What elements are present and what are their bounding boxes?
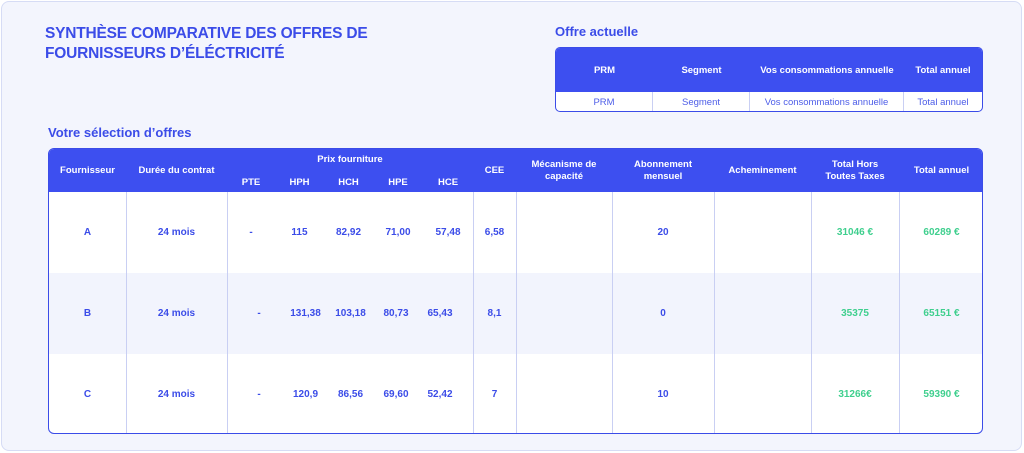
cell-pte: - <box>257 308 261 319</box>
cell-total-ht: 31046 € <box>836 227 874 238</box>
cell-cee: 8,1 <box>487 308 502 319</box>
current-offer-table: PRM Segment Vos consommations annuelle T… <box>555 47 983 112</box>
header-cee: CEE <box>484 164 505 176</box>
cell-hpe: 71,00 <box>385 227 411 238</box>
header-supply-price: Prix fourniture <box>317 154 383 165</box>
header-supplier: Fournisseur <box>60 164 115 176</box>
cell-total-annual: 65151 € <box>923 308 960 319</box>
cell-hch: 82,92 <box>335 227 362 238</box>
cell-total-ht: 35375 <box>841 308 869 319</box>
cell-routing <box>714 354 811 433</box>
cell-total: Total annuel <box>917 96 969 108</box>
header-total: Total annuel <box>915 64 971 76</box>
cell-hph: 131,38 <box>290 308 321 319</box>
cell-routing <box>714 192 811 273</box>
header-duration: Durée du contrat <box>138 164 215 176</box>
cell-total-annual: 60289 € <box>923 227 960 238</box>
selection-heading: Votre sélection d’offres <box>48 125 192 140</box>
cell-total-ht: 31266€ <box>838 389 872 400</box>
cell-subscription: 20 <box>657 227 669 238</box>
table-row: C 24 mois - 120,9 86,56 69,60 52,42 7 10… <box>49 354 982 433</box>
header-pte: PTE <box>241 177 261 188</box>
header-hpe: HPE <box>388 177 408 188</box>
cell-hce: 57,48 <box>435 227 461 238</box>
header-subscription: Abonnement mensuel <box>633 158 693 182</box>
cell-hph: 115 <box>291 227 308 238</box>
cell-consumption: Vos consommations annuelle <box>750 92 904 111</box>
header-total-annual: Total annuel <box>913 164 970 176</box>
current-offer-row: PRM Segment Vos consommations annuelle T… <box>556 92 982 111</box>
header-routing: Acheminement <box>728 164 797 176</box>
cell-hce: 65,43 <box>427 308 453 319</box>
cell-subscription: 10 <box>657 389 669 400</box>
cell-total-annual: 59390 € <box>923 389 960 400</box>
cell-hch: 103,18 <box>335 308 366 319</box>
header-capacity: Mécanisme de capacité <box>531 158 597 182</box>
cell-hpe: 69,60 <box>383 389 409 400</box>
cell-prm: PRM <box>556 92 653 111</box>
cell-capacity <box>516 192 612 273</box>
header-total-ht: Total Hors Toutes Taxes <box>825 158 885 182</box>
cell-hch: 86,56 <box>337 389 364 400</box>
cell-capacity <box>516 354 612 433</box>
header-segment: Segment <box>681 64 722 76</box>
selection-table: Fournisseur Durée du contrat Prix fourni… <box>48 148 983 434</box>
cell-hpe: 80,73 <box>383 308 409 319</box>
cell-cee: 7 <box>491 389 498 400</box>
current-offer-header-row: PRM Segment Vos consommations annuelle T… <box>556 48 982 92</box>
header-hch: HCH <box>338 177 359 188</box>
table-row: B 24 mois - 131,38 103,18 80,73 65,43 8,… <box>49 273 982 354</box>
cell-duration: 24 mois <box>157 227 196 238</box>
header-prm: PRM <box>593 64 616 76</box>
header-hph: HPH <box>289 177 310 188</box>
cell-supplier: C <box>83 389 92 400</box>
cell-pte: - <box>257 389 261 400</box>
cell-supplier: B <box>83 308 92 319</box>
cell-duration: 24 mois <box>157 308 196 319</box>
header-hce: HCE <box>437 177 459 188</box>
cell-segment: Segment <box>653 92 750 111</box>
cell-hce: 52,42 <box>427 389 453 400</box>
current-offer-heading: Offre actuelle <box>555 24 639 39</box>
cell-routing <box>714 273 811 354</box>
cell-pte: - <box>249 227 253 238</box>
cell-hph: 120,9 <box>292 389 319 400</box>
cell-capacity <box>516 273 612 354</box>
cell-duration: 24 mois <box>157 389 196 400</box>
table-row: A 24 mois - 115 82,92 71,00 57,48 6,58 2… <box>49 192 982 273</box>
header-consumption: Vos consommations annuelle <box>760 64 894 76</box>
cell-supplier: A <box>83 227 92 238</box>
cell-cee: 6,58 <box>484 227 505 238</box>
page-title: SYNTHÈSE COMPARATIVE DES OFFRES DE FOURN… <box>45 25 368 62</box>
selection-header-row: Fournisseur Durée du contrat Prix fourni… <box>49 149 982 192</box>
cell-subscription: 0 <box>660 308 666 319</box>
